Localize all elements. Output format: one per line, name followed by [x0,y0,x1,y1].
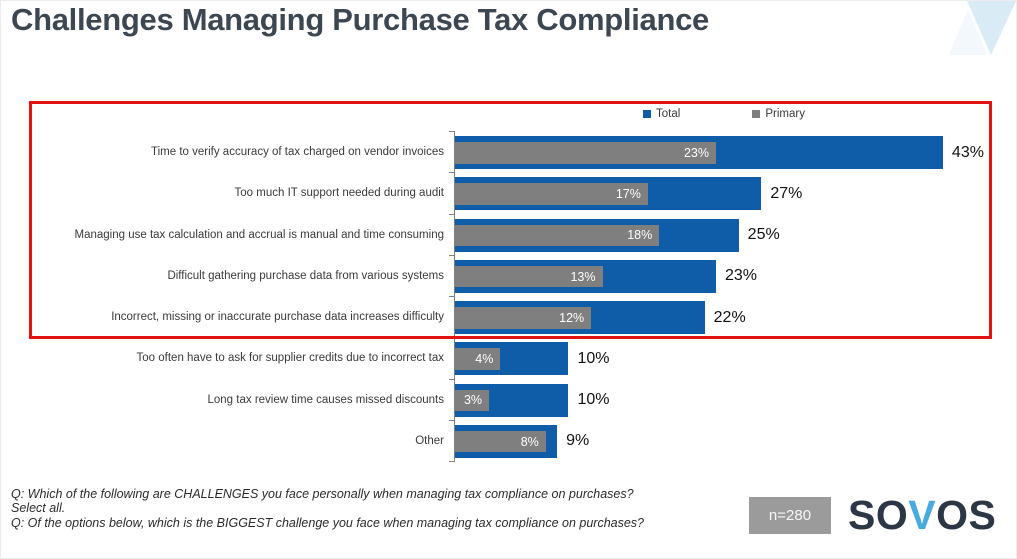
footnote-question-1: Q: Which of the following are CHALLENGES… [11,487,634,516]
primary-bar: 13% [455,265,603,288]
category-label: Difficult gathering purchase data from v… [167,269,444,282]
plot-area: 18% 25% [449,213,994,256]
category-label: Other [415,434,444,447]
plot-area: 17% 27% [449,172,994,215]
primary-bar: 17% [455,183,648,205]
plot-area: 4% 10% [449,337,994,380]
chart-legend: Total Primary [454,108,994,120]
total-value-label: 9% [566,432,590,450]
plot-area: 12% 22% [449,295,994,339]
footnotes: Q: Which of the following are CHALLENGES… [11,487,663,530]
category-label: Too much IT support needed during audit [234,187,444,200]
total-value-label: 10% [577,349,610,367]
logo-text-os: OS [936,492,997,538]
corner-triangle-decoration [949,1,1016,55]
legend-item-total: Total [643,108,680,120]
primary-swatch-icon [752,110,761,118]
chart-row: Too much IT support needed during audit 1… [31,172,994,215]
chart-row: Long tax review time causes missed disco… [31,378,994,421]
footnote-question-2: Q: Of the options below, which is the BI… [11,515,644,530]
chart-row: Incorrect, missing or inaccurate purchas… [31,295,994,339]
sovos-logo: SOVOS [848,492,996,539]
plot-area: 8% 9% [449,419,994,463]
chart-row: Other 8% 9% [31,419,994,463]
bar-chart: Total Primary Time to verify accuracy of… [31,101,994,463]
category-label: Incorrect, missing or inaccurate purchas… [111,311,444,324]
category-label: Long tax review time causes missed disco… [207,393,445,406]
total-value-label: 27% [770,184,803,202]
plot-area: 3% 10% [449,378,994,421]
primary-bar: 23% [455,142,716,164]
legend-primary-label: Primary [765,108,805,120]
legend-total-label: Total [656,108,681,120]
primary-value-label: 8% [520,434,539,449]
primary-value-label: 12% [559,310,585,325]
primary-value-label: 13% [570,269,596,284]
primary-bar: 18% [455,224,660,246]
primary-value-label: 3% [463,393,483,408]
chart-row: Managing use tax calculation and accrual… [31,213,994,256]
logo-text-v: V [908,492,937,538]
plot-area: 13% 23% [449,254,994,297]
total-swatch-icon [643,110,652,118]
page-title: Challenges Managing Purchase Tax Complia… [11,2,709,37]
plot-area: 23% 43% [449,130,994,174]
category-label: Managing use tax calculation and accrual… [74,228,445,241]
chart-rows: Time to verify accuracy of tax charged o… [31,130,994,463]
primary-value-label: 17% [615,187,641,201]
chart-row: Too often have to ask for supplier credi… [31,337,994,380]
total-value-label: 43% [951,143,984,161]
primary-value-label: 23% [683,145,709,160]
chart-row: Time to verify accuracy of tax charged o… [31,130,994,174]
primary-value-label: 4% [475,352,494,366]
primary-bar: 4% [455,348,501,370]
total-value-label: 22% [713,308,746,326]
sample-size-badge: n=280 [749,497,831,534]
total-value-label: 25% [747,226,780,244]
primary-bar: 8% [455,430,546,453]
total-value-label: 23% [724,267,758,285]
category-label: Too often have to ask for supplier credi… [136,352,444,365]
logo-text-so: SO [848,492,909,538]
primary-bar: 12% [455,307,592,329]
primary-bar: 3% [455,389,490,411]
legend-item-primary: Primary [752,108,805,120]
category-label: Time to verify accuracy of tax charged o… [151,146,444,159]
total-value-label: 10% [577,391,610,409]
primary-value-label: 18% [627,228,653,243]
chart-row: Difficult gathering purchase data from v… [31,254,994,297]
